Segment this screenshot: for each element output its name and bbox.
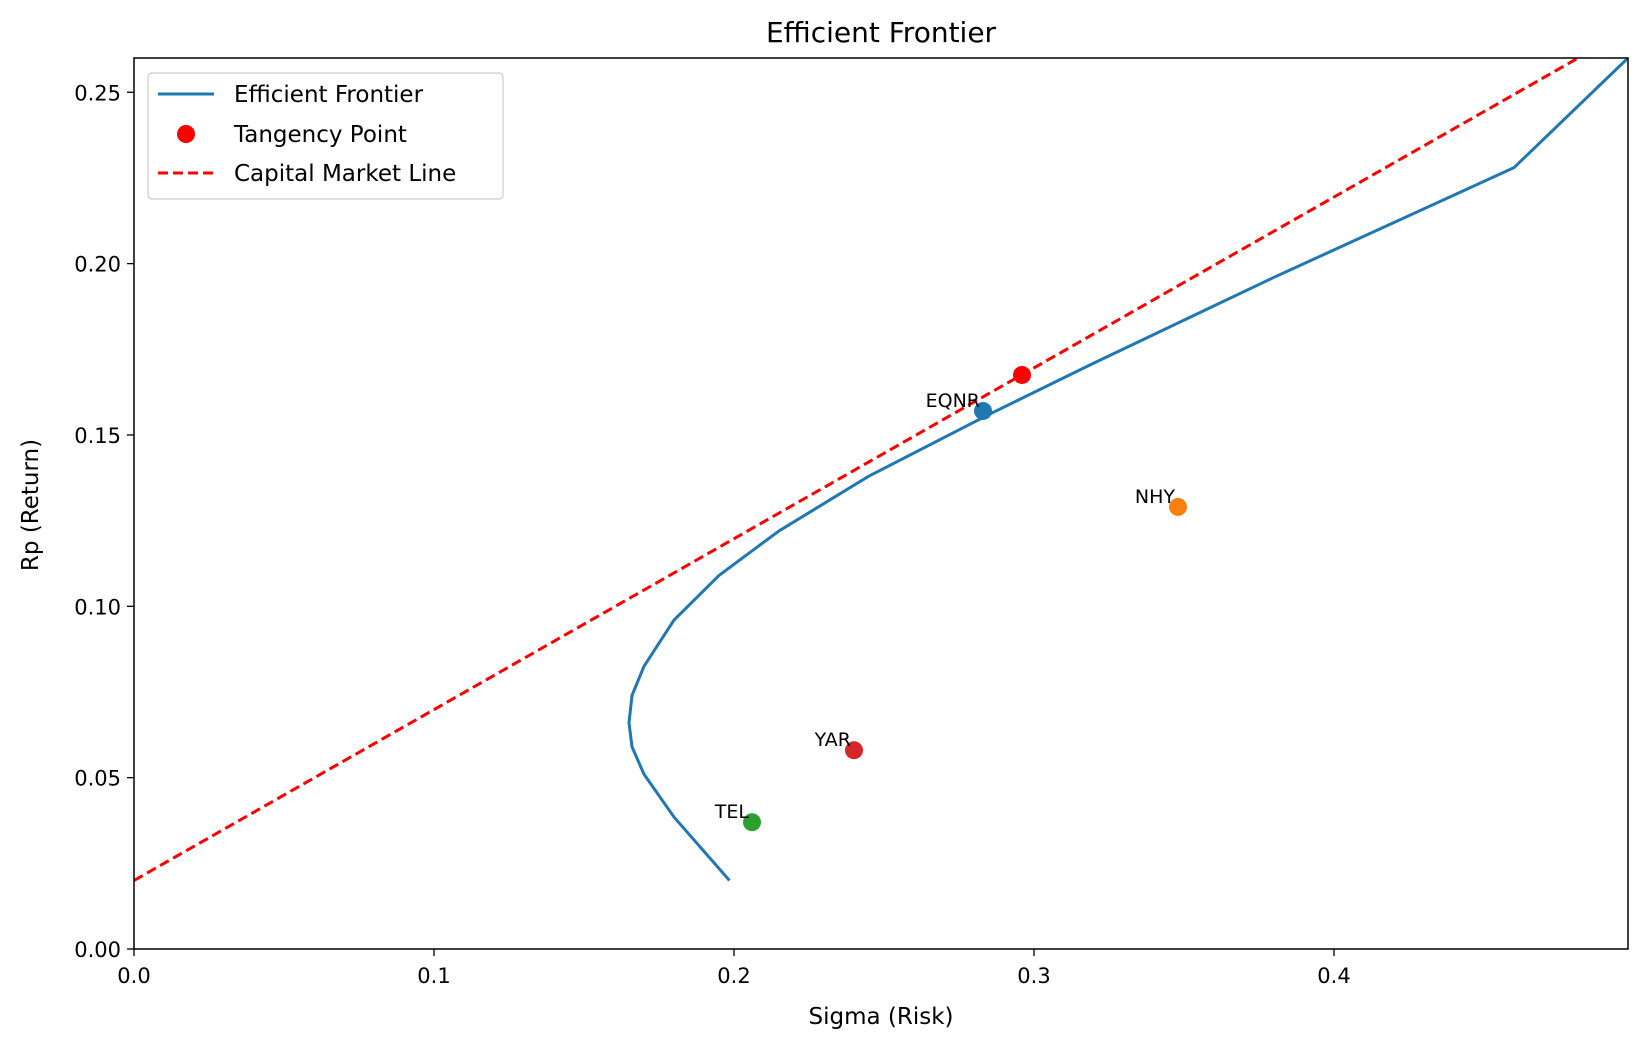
y-tick-label: 0.25 [74,81,121,105]
y-tick-label: 0.05 [74,767,121,791]
plot-frame [133,57,1629,950]
y-tick-label: 0.15 [74,424,121,448]
y-axis-ticks: 0.00 0.05 0.10 0.15 0.20 0.25 [74,81,134,962]
efficient-frontier-line [627,58,1628,882]
legend-label-capital-market-line: Capital Market Line [234,161,456,187]
legend: Efficient Frontier Tangency Point Capita… [147,72,504,200]
asset-point-eqnr [974,401,992,420]
capital-market-line [134,58,1582,882]
x-tick-label: 0.2 [717,964,750,988]
legend-label-tangency-point: Tangency Point [233,122,407,148]
legend-box [147,72,504,200]
assets-layer: EQNR NHY TEL YAR [714,390,1187,832]
series-layer [134,58,1628,882]
asset-point-yar [845,741,863,760]
asset-label-eqnr: EQNR [926,390,980,412]
y-axis-label: Rp (Return) [18,439,44,571]
asset-label-tel: TEL [714,801,750,823]
asset-point-nhy [1169,497,1187,516]
legend-label-efficient-frontier: Efficient Frontier [234,82,424,108]
tangency-point [1013,365,1031,384]
x-axis-label: Sigma (Risk) [808,1004,953,1030]
x-tick-label: 0.4 [1317,964,1350,988]
y-tick-label: 0.10 [74,595,121,619]
legend-swatch-tangency-point [177,125,195,143]
asset-point-tel [743,813,761,832]
x-tick-label: 0.3 [1017,964,1050,988]
asset-label-yar: YAR [814,729,851,751]
y-tick-label: 0.00 [74,938,121,962]
x-axis-ticks: 0.0 0.1 0.2 0.3 0.4 [117,949,1351,988]
x-tick-label: 0.1 [417,964,450,988]
chart-title: Efficient Frontier [766,16,997,49]
x-tick-label: 0.0 [117,964,150,988]
y-tick-label: 0.20 [74,253,121,277]
asset-label-nhy: NHY [1135,486,1176,508]
